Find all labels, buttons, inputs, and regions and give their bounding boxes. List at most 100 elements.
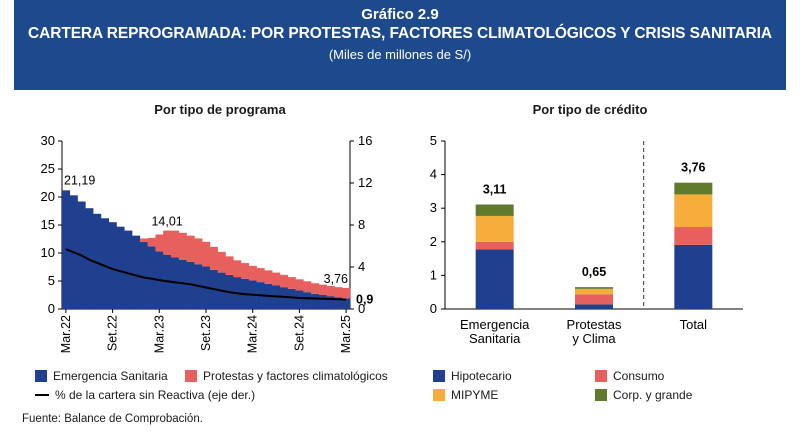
y-tick-label: 1: [430, 267, 437, 282]
line-cartera-sin-reactiva: [65, 248, 347, 301]
legend-line: % de la cartera sin Reactiva (eje der.): [35, 388, 255, 402]
bar-protestas: [233, 260, 242, 278]
bar-protestas: [318, 284, 327, 295]
y-left-tick-label: 30: [41, 133, 55, 148]
x-tick-label: Mar.24: [246, 315, 260, 353]
legend-label-mipyme: MIPYME: [451, 388, 499, 402]
x-tick-label: Mar.22: [59, 315, 73, 353]
legend-swatch-emergencia: [35, 370, 47, 382]
chart-subtitle: (Miles de millones de S/): [328, 47, 472, 62]
y-left-tick-label: 15: [41, 217, 55, 232]
y-tick-label: 4: [430, 167, 437, 182]
annotation-label: 14,01: [151, 215, 182, 229]
bar-hipotecario: [475, 249, 514, 309]
bar-mipyme: [674, 194, 713, 228]
total-label: 3,76: [681, 161, 705, 175]
program-area-chart: 0 5 10 15 20 25 30 0 4 8 12 16 Mar.22 Set.22 Mar.23 Set…: [41, 133, 374, 353]
y-right-tick-label: 0: [358, 301, 365, 316]
total-label: 0,65: [582, 265, 606, 279]
bar-protestas: [209, 246, 218, 270]
bar-protestas: [287, 277, 296, 289]
bar-protestas: [279, 274, 289, 288]
bar-emergencia: [287, 288, 296, 309]
bar-protestas: [272, 272, 281, 286]
chart-title: CARTERA REPROGRAMADA: POR PROTESTAS, FAC…: [28, 25, 772, 42]
bar-protestas: [139, 238, 148, 242]
bar-emergencia: [85, 208, 94, 309]
bar-emergencia: [342, 298, 351, 309]
legend-label-consumo: Consumo: [613, 369, 665, 383]
bar-corp: [674, 182, 713, 195]
bar-corp: [575, 287, 613, 289]
y-tick-label: 0: [430, 301, 437, 316]
bar-protestas: [248, 265, 257, 281]
y-tick-label: 3: [430, 200, 437, 215]
source-note: Fuente: Balance de Comprobación.: [22, 413, 203, 425]
bar-protestas: [334, 287, 343, 298]
category-label: Sanitaria: [469, 331, 521, 346]
legend-swatch-corp: [595, 389, 607, 401]
bar-protestas: [217, 251, 226, 273]
bar-emergencia: [303, 292, 312, 309]
annotation-label: 3,76: [324, 272, 348, 286]
bar-protestas: [326, 286, 335, 297]
y-tick-label: 5: [430, 133, 437, 148]
legend-protestas: Protestas y factores climatológicos: [185, 369, 388, 383]
y-left-tick-label: 25: [41, 161, 55, 176]
bar-emergencia: [295, 290, 304, 309]
legend-swatch-consumo: [595, 370, 607, 382]
x-tick-label: Mar.25: [339, 315, 353, 353]
y-left-tick-label: 0: [48, 301, 55, 316]
legend-label-corp: Corp. y grande: [613, 388, 693, 402]
category-label: Emergencia: [460, 317, 530, 332]
bar-protestas: [303, 281, 312, 293]
legend-corp: Corp. y grande: [595, 388, 692, 402]
bar-protestas: [147, 237, 156, 247]
bar-protestas: [241, 263, 250, 279]
bar-emergencia: [170, 257, 180, 309]
legend-swatch-protestas: [185, 370, 197, 382]
category-label: Protestas: [567, 317, 622, 332]
bar-protestas: [264, 270, 273, 284]
bar-protestas: [225, 256, 234, 275]
annotation-label: 0,9: [356, 293, 373, 307]
bar-protestas: [256, 268, 265, 283]
legend-label-protestas: Protestas y factores climatológicos: [203, 369, 388, 383]
bar-protestas: [163, 230, 172, 255]
bar-mipyme: [575, 288, 613, 295]
bar-emergencia: [334, 297, 343, 309]
bar-protestas: [186, 235, 195, 262]
right-panel-title: Por tipo de crédito: [532, 102, 648, 117]
bar-emergencia: [100, 218, 110, 309]
bar-emergencia: [279, 287, 289, 309]
header-banner: Gráfico 2.9 CARTERA REPROGRAMADA: POR PR…: [14, 0, 786, 90]
bar-emergencia: [326, 296, 335, 309]
bar-consumo: [475, 241, 514, 250]
bar-protestas: [155, 234, 164, 252]
bar-emergencia: [318, 295, 327, 309]
bar-hipotecario: [674, 244, 713, 309]
bar-corp: [475, 204, 514, 216]
legend-hipotecario: Hipotecario: [433, 369, 512, 383]
bar-emergencia: [311, 293, 320, 309]
legend-label-line: % de la cartera sin Reactiva (eje der.): [55, 388, 256, 402]
bar-emergencia: [186, 261, 195, 309]
y-tick-label: 2: [430, 234, 437, 249]
left-panel-title: Por tipo de programa: [154, 102, 286, 117]
y-left-tick-label: 10: [41, 245, 55, 260]
bar-emergencia: [93, 213, 102, 309]
legend-emergencia: Emergencia Sanitaria: [35, 369, 168, 383]
bar-protestas: [170, 230, 180, 258]
y-left-tick-label: 20: [41, 189, 55, 204]
annotation-label: 21,19: [64, 173, 95, 187]
bar-mipyme: [475, 215, 514, 242]
bar-hipotecario: [575, 304, 613, 309]
legend-line-marker: [35, 394, 49, 396]
bar-protestas: [194, 238, 203, 265]
y-right-tick-label: 12: [358, 175, 372, 190]
legend-swatch-hipotecario: [433, 370, 445, 382]
bar-emergencia: [139, 241, 148, 309]
figure-number: Gráfico 2.9: [361, 6, 439, 23]
x-tick-label: Set.22: [106, 315, 120, 351]
